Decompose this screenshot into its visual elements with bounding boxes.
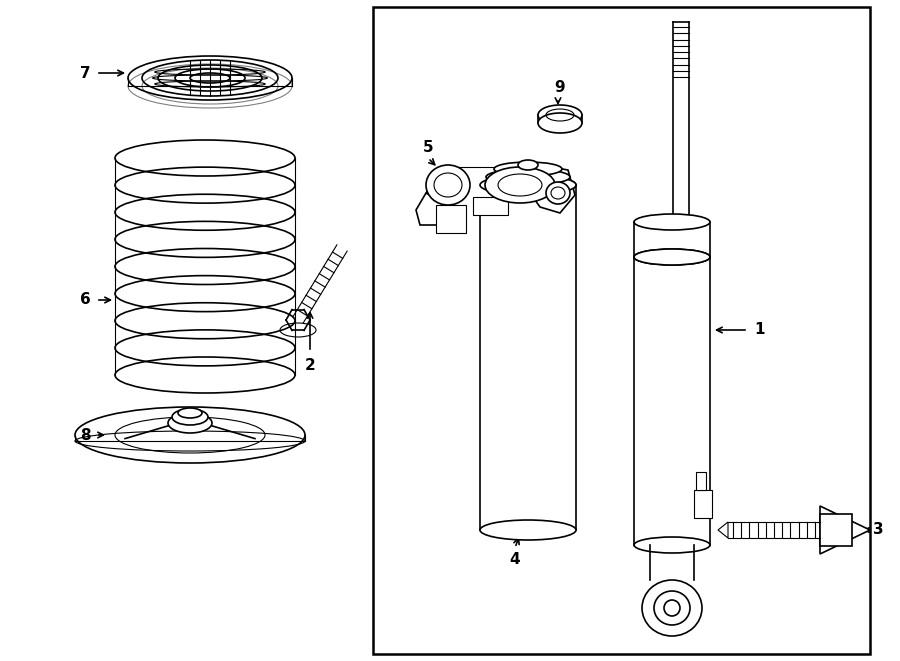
Text: 5: 5 [423,141,433,155]
Ellipse shape [538,105,582,125]
Text: 2: 2 [304,358,315,373]
Ellipse shape [634,537,710,553]
Ellipse shape [178,408,202,418]
Ellipse shape [634,249,710,265]
Bar [820,514,852,546]
Text: 3: 3 [873,522,883,537]
Ellipse shape [480,175,576,195]
Bar [373,7,870,654]
Ellipse shape [426,165,470,205]
Ellipse shape [172,409,208,425]
Polygon shape [718,522,728,538]
Ellipse shape [518,160,538,170]
Bar [473,197,508,215]
Ellipse shape [642,580,702,636]
Ellipse shape [494,162,562,176]
Ellipse shape [538,113,582,133]
Bar [438,165,565,205]
Polygon shape [530,165,575,213]
Ellipse shape [664,600,680,616]
Text: 7: 7 [80,65,90,81]
Ellipse shape [546,182,570,204]
Ellipse shape [654,591,690,625]
Ellipse shape [480,175,576,195]
Text: 8: 8 [80,428,90,442]
Text: 9: 9 [554,81,565,95]
Ellipse shape [634,214,710,230]
Bar [696,472,706,490]
Ellipse shape [480,520,576,540]
Ellipse shape [168,413,212,433]
Ellipse shape [486,169,570,185]
Text: 4: 4 [509,553,520,568]
Bar [694,490,712,518]
Ellipse shape [485,167,555,203]
Polygon shape [820,506,870,554]
Text: 1: 1 [755,323,765,338]
Text: 6: 6 [79,293,90,307]
Bar [436,205,466,233]
Ellipse shape [634,249,710,265]
Polygon shape [416,193,448,225]
